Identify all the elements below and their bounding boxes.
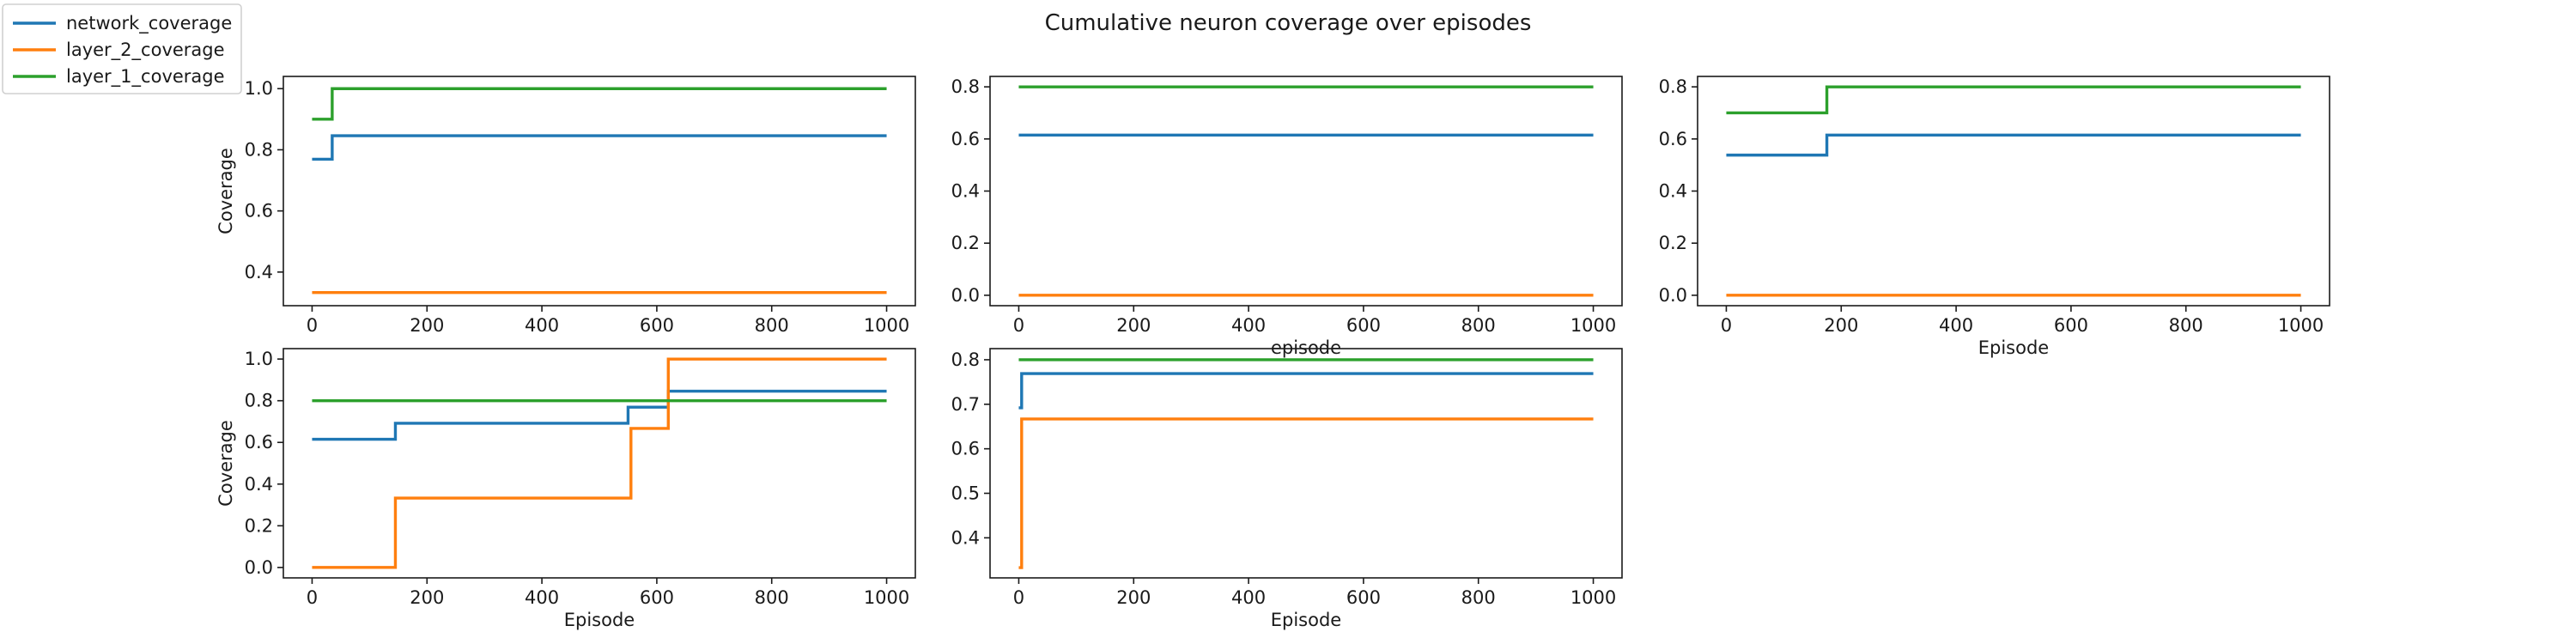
- x-axis-label: Episode: [1271, 610, 1341, 630]
- legend-entry-network: network_coverage: [13, 13, 232, 34]
- y-tick-label: 0.0: [1659, 285, 1687, 306]
- y-tick-label: 0.4: [245, 262, 273, 283]
- y-tick-label: 0.6: [951, 439, 980, 459]
- figure-title: Cumulative neuron coverage over episodes: [1045, 10, 1532, 36]
- y-tick-label: 0.6: [1659, 129, 1687, 149]
- series-line-network-coverage: [1726, 133, 2301, 157]
- y-tick-label: 0.4: [1659, 181, 1687, 202]
- x-tick-label: 1000: [1571, 587, 1616, 608]
- series-line-network-coverage: [312, 134, 887, 161]
- x-axis-label: Episode: [564, 610, 635, 630]
- x-tick-label: 200: [1116, 315, 1151, 336]
- series-line-network-coverage: [1018, 372, 1594, 410]
- x-tick-label: 0: [307, 315, 318, 336]
- subplot-3: 0 200 400 600 800 1000 0.0 0.2 0.4 0.6 0.8 Episode: [1659, 76, 2330, 358]
- y-tick-label: 0.8: [245, 391, 273, 411]
- y-tick-label: 1.0: [245, 78, 273, 99]
- x-tick-label: 0: [307, 587, 318, 608]
- x-tick-label: 200: [410, 587, 444, 608]
- x-tick-label: 400: [1231, 587, 1266, 608]
- x-tick-label: 800: [2169, 315, 2203, 336]
- x-tick-label: 1000: [864, 587, 909, 608]
- y-tick-label: 0.8: [951, 76, 980, 97]
- legend-label-network: network_coverage: [66, 13, 232, 34]
- series-line-layer-1-coverage: [1726, 85, 2301, 115]
- x-tick-label: 600: [640, 587, 674, 608]
- y-tick-label: 0.5: [951, 483, 980, 503]
- y-tick-label: 0.2: [951, 233, 980, 253]
- y-tick-label: 0.6: [245, 432, 273, 453]
- plot-frame: [283, 348, 916, 579]
- legend-label-layer-2: layer_2_coverage: [66, 39, 225, 61]
- legend-entry-layer-1: layer_1_coverage: [13, 66, 225, 88]
- y-tick-label: 0.2: [245, 515, 273, 536]
- y-axis-label: Coverage: [216, 148, 236, 234]
- y-tick-label: 0.4: [951, 181, 980, 202]
- x-tick-label: 800: [755, 587, 789, 608]
- series-line-layer-2-coverage: [1018, 417, 1594, 569]
- series-line-layer-1-coverage: [312, 87, 887, 121]
- x-tick-label: 0: [1013, 587, 1024, 608]
- subplot-4: 0 200 400 600 800 1000 0.0 0.2 0.4 0.6 0.8 1.0 Episo…: [216, 348, 916, 630]
- x-tick-label: 200: [1824, 315, 1858, 336]
- x-tick-label: 800: [1461, 587, 1496, 608]
- legend: network_coverage layer_2_coverage layer_…: [2, 3, 242, 94]
- plot-frame: [989, 76, 1623, 307]
- x-tick-label: 200: [1116, 587, 1151, 608]
- legend-entry-layer-2: layer_2_coverage: [13, 39, 225, 61]
- y-tick-label: 0.8: [1659, 76, 1687, 97]
- x-tick-label: 400: [525, 315, 559, 336]
- y-tick-label: 1.0: [245, 349, 273, 369]
- x-tick-label: 800: [755, 315, 789, 336]
- subplot-grid: 0 200 400 600 800 1000 0.4 0.6 0.8 1.0 Coverage 0 20…: [216, 76, 2330, 630]
- x-tick-label: 1000: [2278, 315, 2324, 336]
- plot-frame: [1697, 76, 2330, 307]
- y-axis-label: Coverage: [216, 420, 236, 507]
- subplot-2: 0 200 400 600 800 1000 0.0 0.2 0.4 0.6 0.8 episode: [951, 76, 1623, 358]
- y-tick-label: 0.0: [245, 557, 273, 578]
- x-tick-label: 800: [1461, 315, 1496, 336]
- x-axis-label: episode: [1271, 337, 1341, 358]
- x-axis-label: Episode: [1978, 337, 2049, 358]
- subplot-1: 0 200 400 600 800 1000 0.4 0.6 0.8 1.0 Coverage: [216, 76, 916, 336]
- y-tick-label: 0.8: [245, 139, 273, 160]
- y-tick-label: 0.0: [951, 285, 980, 306]
- x-tick-label: 600: [2054, 315, 2088, 336]
- x-tick-label: 400: [1231, 315, 1266, 336]
- x-tick-label: 600: [1346, 315, 1381, 336]
- subplot-5: 0 200 400 600 800 1000 0.4 0.5 0.6 0.7 0.8 Episode: [951, 348, 1623, 630]
- x-tick-label: 400: [525, 587, 559, 608]
- y-tick-label: 0.4: [245, 474, 273, 495]
- series-line-network-coverage: [312, 389, 887, 441]
- legend-label-layer-1: layer_1_coverage: [66, 66, 225, 88]
- x-tick-label: 0: [1721, 315, 1732, 336]
- y-tick-label: 0.6: [245, 201, 273, 222]
- y-tick-label: 0.8: [951, 349, 980, 370]
- series-line-layer-2-coverage: [312, 357, 887, 569]
- legend-box: [2, 3, 242, 94]
- x-tick-label: 1000: [864, 315, 909, 336]
- y-tick-label: 0.4: [951, 527, 980, 548]
- y-tick-label: 0.2: [1659, 233, 1687, 253]
- y-tick-label: 0.7: [951, 394, 980, 415]
- plot-frame: [989, 348, 1623, 579]
- x-tick-label: 200: [410, 315, 444, 336]
- x-tick-label: 400: [1939, 315, 1973, 336]
- x-tick-label: 600: [1346, 587, 1381, 608]
- x-tick-label: 1000: [1571, 315, 1616, 336]
- plot-frame: [283, 76, 916, 307]
- x-tick-label: 0: [1013, 315, 1024, 336]
- y-tick-label: 0.6: [951, 129, 980, 149]
- x-tick-label: 600: [640, 315, 674, 336]
